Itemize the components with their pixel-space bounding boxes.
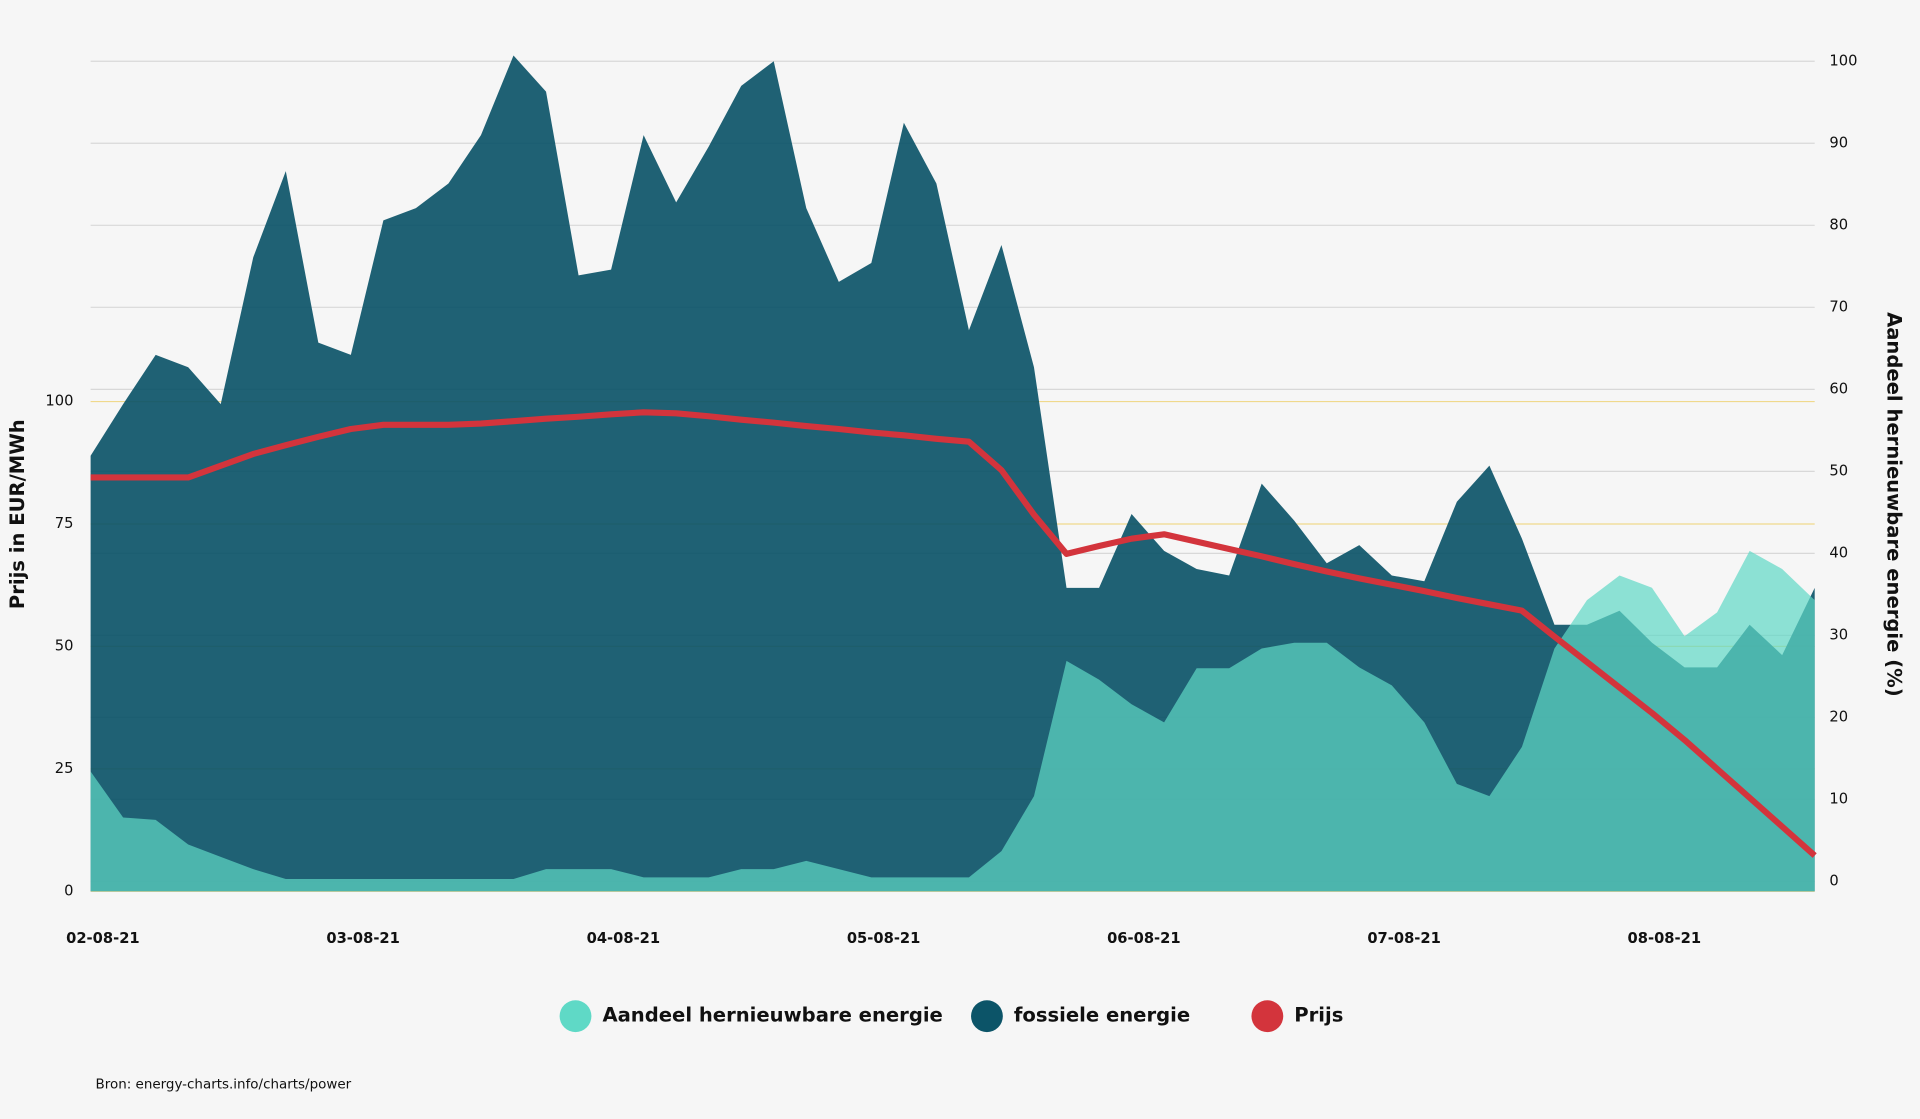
- legend-label: fossiele energie: [1014, 1004, 1190, 1027]
- y2-tick-label: 40: [1829, 544, 1848, 561]
- x-tick-label: 06-08-21: [1107, 930, 1181, 947]
- x-tick-label: 07-08-21: [1367, 930, 1441, 947]
- line: [90, 409, 1817, 858]
- y2-tick-label: 100: [1829, 52, 1857, 69]
- legend-label: Prijs: [1294, 1004, 1343, 1027]
- y2-tick-label: 30: [1829, 626, 1848, 643]
- y2-tick-label: 10: [1829, 790, 1848, 807]
- y-tick-label: 0: [64, 882, 73, 899]
- legend-marker: [1251, 1000, 1284, 1033]
- y-tick-label: 50: [55, 637, 74, 654]
- y-tick-label: 25: [55, 760, 74, 777]
- source-note: Bron: energy-charts.info/charts/power: [96, 1078, 352, 1093]
- y2-tick-label: 80: [1829, 216, 1848, 233]
- y-tick-label: 100: [45, 393, 73, 410]
- y2-tick-label: 20: [1829, 708, 1848, 725]
- y2-tick-label: 50: [1829, 462, 1848, 479]
- y-tick-label: 75: [55, 515, 74, 532]
- y2-tick-label: 70: [1829, 298, 1848, 315]
- y2-tick-label: 60: [1829, 380, 1848, 397]
- legend-label: Aandeel hernieuwbare energie: [602, 1004, 942, 1027]
- area: [90, 550, 1815, 892]
- x-tick-label: 04-08-21: [587, 930, 661, 947]
- legend-marker: [971, 1000, 1003, 1033]
- y2-tick-label: 90: [1829, 134, 1848, 151]
- y2-axis-title: Aandeel hernieuwbare energie (%): [1883, 312, 1906, 697]
- y2-tick-label: 0: [1829, 872, 1838, 889]
- y-axis-title: Prijs in EUR/MWh: [6, 419, 29, 609]
- legend-marker: [559, 1000, 592, 1033]
- x-tick-label: 08-08-21: [1628, 930, 1702, 947]
- x-tick-label: 05-08-21: [847, 930, 921, 947]
- x-tick-label: 02-08-21: [66, 930, 140, 947]
- x-tick-label: 03-08-21: [326, 930, 400, 947]
